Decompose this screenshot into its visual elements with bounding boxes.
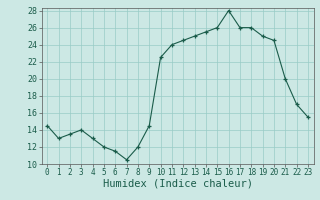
X-axis label: Humidex (Indice chaleur): Humidex (Indice chaleur): [103, 179, 252, 189]
